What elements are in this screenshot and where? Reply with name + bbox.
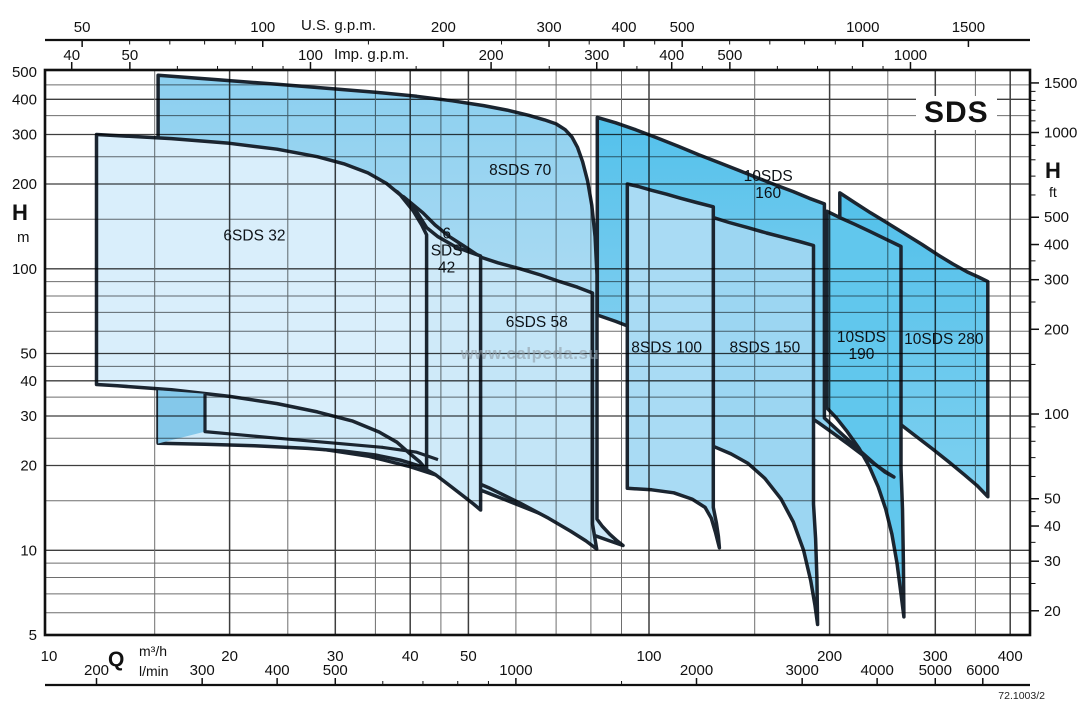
tick-label: 1000 [1044, 125, 1077, 142]
tick-label: 200 [1044, 321, 1069, 338]
tick-label: 6000 [966, 662, 999, 679]
tick-label: 20 [221, 648, 238, 665]
series-title: SDS [916, 96, 997, 130]
tick-label: 200 [431, 19, 456, 36]
tick-label: 1000 [894, 47, 927, 64]
tick-label: 100 [250, 19, 275, 36]
tick-label: 200 [479, 47, 504, 64]
tick-label: 300 [1044, 272, 1069, 289]
tick-label: 500 [717, 47, 742, 64]
plot-frame [43, 68, 1032, 637]
tick-label: 5000 [919, 662, 952, 679]
tick-label: 300 [923, 648, 948, 665]
tick-label: 1000 [499, 662, 532, 679]
us-gpm-axis: 50 100 200 300 400 500 1000 1500 [45, 19, 1030, 47]
tick-label: 50 [122, 47, 139, 64]
watermark: www.calpeda.su [460, 344, 600, 363]
right-axis-ft-unit: ft [1049, 184, 1057, 200]
q-m3h-axis: 10 20 30 40 50 100 200 300 400 [41, 648, 1023, 665]
tick-label: 400 [659, 47, 684, 64]
m3h-unit-label: m³/h [139, 643, 167, 659]
right-axis-h-label: H [1045, 158, 1061, 183]
tick-label: 500 [323, 662, 348, 679]
tick-label: 100 [12, 261, 37, 278]
tick-label: 400 [611, 19, 636, 36]
tick-label: 10 [20, 542, 37, 559]
imp-gpm-axis: 40 50 100 200 300 400 500 1000 [63, 47, 927, 70]
tick-label: 100 [298, 47, 323, 64]
tick-label: 400 [1044, 237, 1069, 254]
tick-label: 1000 [846, 19, 879, 36]
tick-label: 200 [84, 662, 109, 679]
tick-label: 400 [265, 662, 290, 679]
tick-label: 1500 [952, 19, 985, 36]
regions [94, 73, 990, 627]
region-label-8sds-100: 8SDS 100 [631, 339, 702, 356]
tick-label: 200 [12, 176, 37, 193]
overlap-patch [158, 390, 205, 444]
tick-label: 20 [20, 458, 37, 475]
tick-label: 1500 [1044, 75, 1077, 92]
h-ft-axis: 1500 1000 500 400 300 200 100 50 40 30 20 [1030, 75, 1077, 620]
tick-label: 500 [670, 19, 695, 36]
tick-label: 30 [327, 648, 344, 665]
tick-label: 200 [817, 648, 842, 665]
grid [45, 70, 1030, 635]
tick-label: 30 [20, 408, 37, 425]
region-label-10sds-160: 160 [755, 185, 781, 202]
tick-label: 3000 [785, 662, 818, 679]
tick-label: 5 [29, 627, 37, 644]
tick-label: 400 [998, 648, 1023, 665]
lmin-unit-label: l/min [139, 663, 169, 679]
tick-label: 4000 [860, 662, 893, 679]
tick-label: 100 [1044, 406, 1069, 423]
document-number: 72.1003/2 [998, 690, 1045, 702]
tick-label: 50 [1044, 491, 1061, 508]
h-m-axis: 500 400 300 200 100 50 40 30 20 10 5 [12, 64, 37, 644]
tick-label: 300 [190, 662, 215, 679]
tick-label: 40 [63, 47, 80, 64]
tick-label: 400 [12, 91, 37, 108]
tick-label: 40 [20, 373, 37, 390]
region-label-8sds-70: 8SDS 70 [489, 162, 551, 179]
q-axis-label: Q [108, 648, 125, 671]
region-label-10sds-190: 190 [849, 346, 875, 363]
tick-label: 2000 [680, 662, 713, 679]
tick-label: 30 [1044, 553, 1061, 570]
tick-label: 50 [20, 346, 37, 363]
tick-label: 500 [1044, 209, 1069, 226]
region-10sds-190 [825, 209, 906, 619]
left-axis-h-label: H [12, 200, 28, 225]
tick-label: 300 [12, 126, 37, 143]
left-axis-m-unit: m [17, 229, 30, 246]
tick-label: 20 [1044, 603, 1061, 620]
tick-label: 50 [460, 648, 477, 665]
tick-label: 50 [74, 19, 91, 36]
region-label-6sds-42: SDS [431, 243, 463, 260]
tick-label: 10 [41, 648, 58, 665]
imp-gpm-axis-title: Imp. g.p.m. [334, 46, 410, 63]
region-8sds-150 [711, 215, 820, 627]
tick-label: 100 [636, 648, 661, 665]
region-label-6sds-32: 6SDS 32 [223, 228, 285, 245]
region-label-8sds-150: 8SDS 150 [730, 339, 801, 356]
q-lmin-axis: 200 300 400 500 1000 2000 3000 4000 5000 6000 [45, 662, 1030, 687]
tick-label: 300 [537, 19, 562, 36]
region-label-6sds-58: 6SDS 58 [506, 314, 568, 331]
region-label-6sds-42: 6 [442, 226, 451, 243]
tick-label: 300 [584, 47, 609, 64]
region-label-6sds-42: 42 [438, 260, 455, 277]
region-label-10sds-160: 10SDS [744, 168, 793, 185]
us-gpm-axis-title: U.S. g.p.m. [301, 17, 377, 34]
tick-label: 40 [1044, 518, 1061, 535]
tick-label: 40 [402, 648, 419, 665]
tick-label: 500 [12, 64, 37, 81]
region-label-10sds-280: 10SDS 280 [904, 331, 984, 348]
region-label-10sds-190: 10SDS [837, 329, 886, 346]
